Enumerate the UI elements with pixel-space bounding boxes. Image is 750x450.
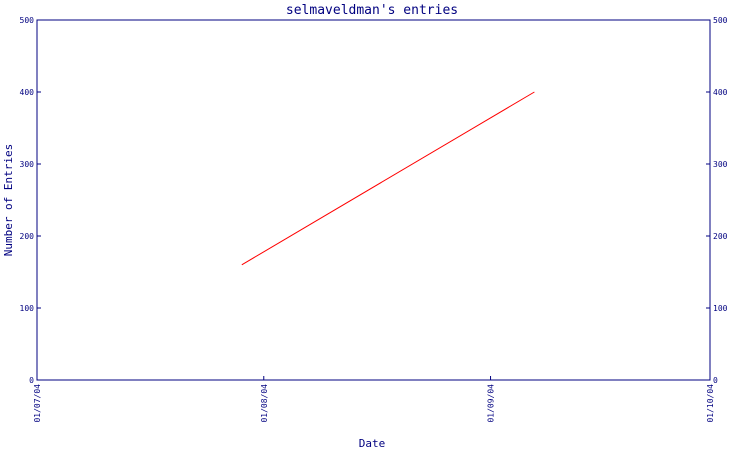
y-tick-label-right: 0 (713, 376, 718, 385)
y-tick-label-right: 200 (713, 232, 728, 241)
y-tick-label-right: 100 (713, 304, 728, 313)
y-tick-label-left: 100 (20, 304, 35, 313)
x-tick-label: 01/10/04 (706, 384, 715, 423)
y-tick-label-left: 0 (29, 376, 34, 385)
y-tick-label-left: 400 (20, 88, 35, 97)
x-tick-label: 01/07/04 (33, 384, 42, 423)
x-axis: 01/07/04 01/08/04 01/09/04 01/10/04 (33, 376, 715, 423)
series-line (241, 91, 535, 266)
y-axis-label: Number of Entries (2, 144, 15, 257)
chart-title: selmaveldman's entries (286, 3, 458, 18)
y-tick-label-right: 500 (713, 16, 728, 25)
y-tick-label-left: 300 (20, 160, 35, 169)
y-tick-label-right: 300 (713, 160, 728, 169)
y-tick-label-left: 200 (20, 232, 35, 241)
series-layer (241, 91, 535, 266)
x-tick-label: 01/09/04 (487, 384, 496, 423)
y-tick-label-left: 500 (20, 16, 35, 25)
plot-area-frame (36, 19, 711, 381)
y-axis-left: 0 100 200 300 400 500 (20, 16, 41, 385)
x-axis-label: Date (359, 437, 386, 450)
y-tick-label-right: 400 (713, 88, 728, 97)
x-tick-label: 01/08/04 (260, 384, 269, 423)
y-axis-right: 0 100 200 300 400 500 (706, 16, 728, 385)
